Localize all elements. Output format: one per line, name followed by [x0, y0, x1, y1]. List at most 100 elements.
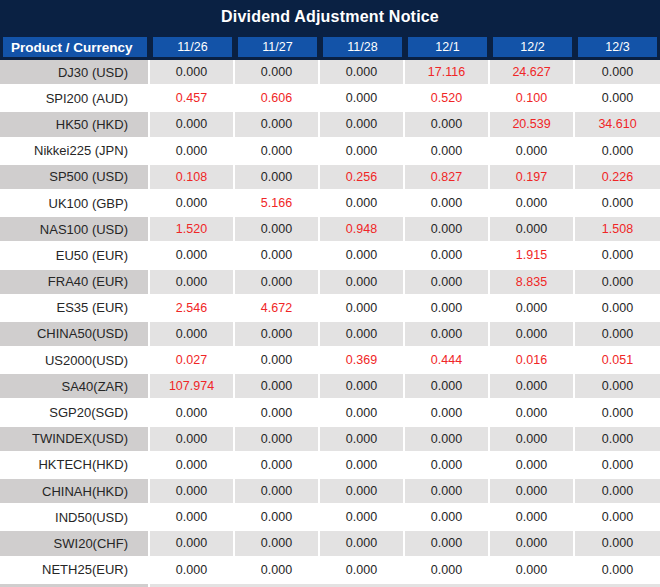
- value-cell: 0.000: [150, 400, 235, 426]
- value-cell: 0.000: [150, 60, 235, 86]
- product-cell: EU50 (EUR): [0, 243, 150, 269]
- value-cell: 1.915: [490, 243, 575, 269]
- table-row: CHINAH(HKD)0.0000.0000.0000.0000.0000.00…: [0, 479, 660, 505]
- value-cell: 0.000: [320, 243, 405, 269]
- value-cell: 0.197: [490, 165, 575, 191]
- value-cell: 0.000: [150, 243, 235, 269]
- value-cell: 0.000: [150, 139, 235, 165]
- date-column-header: 12/1: [405, 33, 490, 60]
- value-cell: 0.000: [235, 322, 320, 348]
- date-column-header: 11/26: [150, 33, 235, 60]
- value-cell: 0.000: [150, 558, 235, 584]
- value-cell: 0.000: [575, 243, 660, 269]
- value-cell: 0.000: [575, 558, 660, 584]
- value-cell: 4.672: [235, 296, 320, 322]
- table-row: SA40(ZAR)107.9740.0000.0000.0000.0000.00…: [0, 374, 660, 400]
- value-cell: 0.000: [150, 531, 235, 557]
- value-cell: 0.000: [235, 243, 320, 269]
- value-cell: 0.000: [320, 139, 405, 165]
- value-cell: 0.000: [320, 191, 405, 217]
- value-cell: 0.000: [235, 531, 320, 557]
- value-cell: 0.000: [575, 505, 660, 531]
- value-cell: 0.000: [405, 139, 490, 165]
- value-cell: 0.051: [575, 348, 660, 374]
- value-cell: 0.000: [320, 86, 405, 112]
- product-cell: SWI20(CHF): [0, 531, 150, 557]
- value-cell: 0.000: [405, 191, 490, 217]
- value-cell: 0.000: [235, 479, 320, 505]
- value-cell: 0.457: [150, 86, 235, 112]
- product-cell: HK50 (HKD): [0, 112, 150, 138]
- value-cell: 0.369: [320, 348, 405, 374]
- value-cell: 0.000: [405, 558, 490, 584]
- value-cell: 0.000: [235, 112, 320, 138]
- value-cell: 0.108: [150, 165, 235, 191]
- value-cell: 1.520: [150, 217, 235, 243]
- value-cell: 0.000: [320, 60, 405, 86]
- value-cell: 0.000: [320, 322, 405, 348]
- value-cell: 0.000: [405, 374, 490, 400]
- header-row: Product / Currency 11/2611/2711/2812/112…: [0, 33, 660, 60]
- value-cell: 0.520: [405, 86, 490, 112]
- page-title: Dividend Adjustment Notice: [0, 0, 660, 33]
- table-row: CHINA50(USD)0.0000.0000.0000.0000.0000.0…: [0, 322, 660, 348]
- dividend-table: Product / Currency 11/2611/2711/2812/112…: [0, 33, 660, 584]
- table-row: TWINDEX(USD)0.0000.0000.0000.0000.0000.0…: [0, 427, 660, 453]
- value-cell: 0.000: [490, 296, 575, 322]
- value-cell: 0.000: [575, 60, 660, 86]
- value-cell: 8.835: [490, 270, 575, 296]
- value-cell: 0.000: [575, 296, 660, 322]
- value-cell: 0.000: [150, 453, 235, 479]
- value-cell: 0.000: [150, 112, 235, 138]
- table-row: HK50 (HKD)0.0000.0000.0000.00020.53934.6…: [0, 112, 660, 138]
- table-row: IND50(USD)0.0000.0000.0000.0000.0000.000: [0, 505, 660, 531]
- product-cell: TWINDEX(USD): [0, 427, 150, 453]
- value-cell: 0.000: [235, 453, 320, 479]
- value-cell: 34.610: [575, 112, 660, 138]
- table-row: SP500 (USD)0.1080.0000.2560.8270.1970.22…: [0, 165, 660, 191]
- table-row: NAS100 (USD)1.5200.0000.9480.0000.0001.5…: [0, 217, 660, 243]
- product-cell: NETH25(EUR): [0, 558, 150, 584]
- value-cell: 0.016: [490, 348, 575, 374]
- value-cell: 0.000: [490, 427, 575, 453]
- value-cell: 0.000: [235, 374, 320, 400]
- value-cell: 0.000: [490, 374, 575, 400]
- value-cell: 0.000: [235, 348, 320, 374]
- table-row: DJ30 (USD)0.0000.0000.00017.11624.6270.0…: [0, 60, 660, 86]
- product-cell: SPI200 (AUD): [0, 86, 150, 112]
- value-cell: 0.000: [405, 479, 490, 505]
- product-cell: UK100 (GBP): [0, 191, 150, 217]
- value-cell: 0.000: [490, 479, 575, 505]
- value-cell: 0.000: [405, 427, 490, 453]
- value-cell: 0.100: [490, 86, 575, 112]
- value-cell: 0.948: [320, 217, 405, 243]
- value-cell: 0.000: [575, 453, 660, 479]
- date-column-header: 11/27: [235, 33, 320, 60]
- product-cell: CHINA50(USD): [0, 322, 150, 348]
- value-cell: 0.000: [320, 558, 405, 584]
- product-cell: ES35 (EUR): [0, 296, 150, 322]
- value-cell: 0.256: [320, 165, 405, 191]
- value-cell: 0.000: [150, 427, 235, 453]
- value-cell: 0.000: [575, 374, 660, 400]
- value-cell: 0.000: [405, 112, 490, 138]
- value-cell: 0.000: [235, 400, 320, 426]
- table-row: FRA40 (EUR)0.0000.0000.0000.0008.8350.00…: [0, 270, 660, 296]
- value-cell: 0.000: [320, 296, 405, 322]
- value-cell: 0.000: [490, 505, 575, 531]
- table-row: SWI20(CHF)0.0000.0000.0000.0000.0000.000: [0, 531, 660, 557]
- value-cell: 0.000: [235, 60, 320, 86]
- value-cell: 0.000: [320, 531, 405, 557]
- value-cell: 0.000: [575, 479, 660, 505]
- value-cell: 0.000: [575, 427, 660, 453]
- value-cell: 0.000: [320, 453, 405, 479]
- value-cell: 0.000: [490, 453, 575, 479]
- value-cell: 0.000: [235, 270, 320, 296]
- value-cell: 1.508: [575, 217, 660, 243]
- table-row: Nikkei225 (JPN)0.0000.0000.0000.0000.000…: [0, 139, 660, 165]
- product-cell: DJ30 (USD): [0, 60, 150, 86]
- value-cell: 0.226: [575, 165, 660, 191]
- value-cell: 0.000: [490, 217, 575, 243]
- value-cell: 0.000: [405, 531, 490, 557]
- product-cell: NAS100 (USD): [0, 217, 150, 243]
